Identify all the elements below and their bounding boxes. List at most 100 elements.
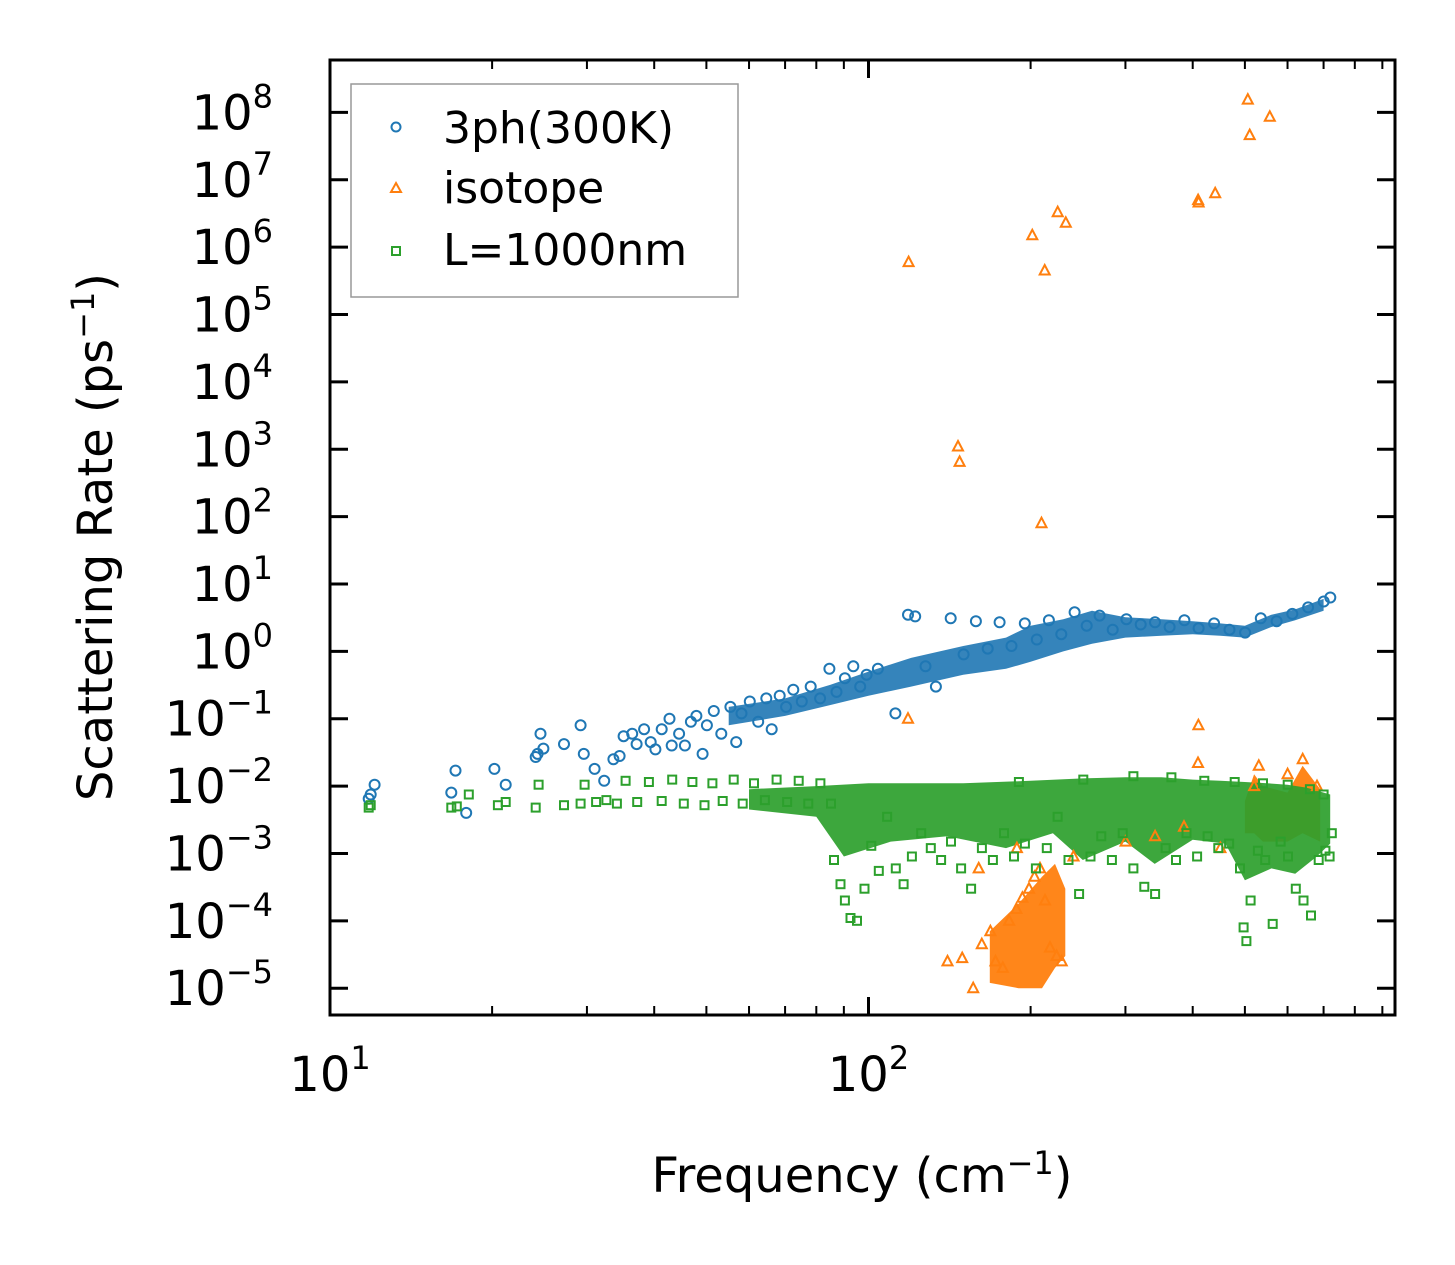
3ph-point-31 <box>690 709 703 722</box>
x-tick-base-0: 10 <box>289 1047 350 1103</box>
y-tick-exp-4: 4 <box>253 347 273 385</box>
y-tick-exp-10: −2 <box>226 751 273 789</box>
isotope-point-11 <box>1241 91 1255 105</box>
y-tick-label-7: 101 <box>192 549 273 613</box>
3ph-point-77 <box>1149 616 1161 629</box>
boundary-point-39 <box>852 915 862 926</box>
3ph-point-14 <box>577 747 590 760</box>
3ph-point-18 <box>613 750 626 762</box>
boundary-point-85 <box>1283 851 1293 862</box>
3ph-point-50 <box>830 685 843 698</box>
boundary-point-102 <box>1318 789 1329 800</box>
3ph-point-15 <box>588 762 601 775</box>
boundary-point-69 <box>1150 889 1161 899</box>
3ph-point-76 <box>1134 618 1147 631</box>
y-tick-base-2: 10 <box>192 220 253 276</box>
boundary-point-62 <box>1074 889 1085 899</box>
dense-point-clouds <box>728 598 1331 989</box>
3ph-point-7 <box>499 778 512 791</box>
3ph-point-16 <box>598 774 611 787</box>
y-tick-label-0: 108 <box>192 77 273 141</box>
isotope-point-24 <box>1002 913 1016 926</box>
boundary-point-25 <box>728 774 739 785</box>
3ph-point-80 <box>1192 622 1205 635</box>
axis-ticks: 10810710610510410310210110010−110−210−31… <box>165 60 1395 1103</box>
boundary-point-16 <box>632 797 643 807</box>
3ph-point-42 <box>765 723 778 736</box>
boundary-point-4 <box>463 789 474 800</box>
legend-frame <box>350 83 739 298</box>
3ph-point-17 <box>607 753 620 766</box>
boundary-point-26 <box>737 798 748 809</box>
3ph-point-67 <box>1018 617 1031 630</box>
y-tick-exp-12: −4 <box>226 886 273 924</box>
3ph-point-53 <box>854 680 867 693</box>
isotope-point-28 <box>1027 869 1042 882</box>
data-points <box>362 91 1337 994</box>
legend-marker-3ph <box>390 121 402 133</box>
y-tick-label-12: 10−4 <box>165 886 273 950</box>
boundary-point-8 <box>533 779 544 790</box>
y-tick-base-12: 10 <box>165 894 226 950</box>
y-tick-label-13: 10−5 <box>165 953 273 1017</box>
3ph-point-13 <box>574 719 587 732</box>
3ph-point-29 <box>678 739 691 752</box>
boundary-point-38 <box>845 913 856 923</box>
boundary-point-17 <box>643 777 654 787</box>
isotope-point-32 <box>1049 948 1064 961</box>
3ph-point-78 <box>1163 621 1176 633</box>
boundary-point-63 <box>1085 851 1096 862</box>
boundary-point-93 <box>1013 777 1024 787</box>
boundary-point-70 <box>1160 843 1171 854</box>
boundary-point-49 <box>936 855 947 865</box>
boundary-point-65 <box>1106 855 1117 865</box>
3ph-point-3 <box>445 786 458 799</box>
isotope-point-16 <box>1191 755 1205 768</box>
boundary-point-37 <box>839 895 850 906</box>
boundary-point-19 <box>667 774 678 785</box>
3ph-point-59 <box>919 660 932 673</box>
boundary-point-59 <box>1041 843 1052 854</box>
isotope-point-19 <box>966 980 980 994</box>
3ph-point-81 <box>1208 617 1221 630</box>
y-tick-label-5: 103 <box>192 414 273 478</box>
3ph-point-5 <box>460 806 473 819</box>
isotope-point-3 <box>1025 227 1039 241</box>
isotope-point-5 <box>1034 515 1049 529</box>
y-tick-base-7: 10 <box>192 557 253 613</box>
boundary-point-32 <box>803 798 814 809</box>
legend-label-3ph: 3ph(300K) <box>443 103 674 154</box>
y-tick-label-10: 10−2 <box>165 751 273 815</box>
boundary-point-30 <box>782 797 793 807</box>
legend-marker-isotope <box>389 180 403 193</box>
boundary-point-10 <box>575 798 586 809</box>
3ph-point-1 <box>364 788 377 801</box>
boundary-point-64 <box>1096 831 1107 842</box>
isotope-point-17 <box>940 953 955 967</box>
boundary-point-91 <box>1324 851 1335 862</box>
3ph-point-35 <box>715 727 728 740</box>
boundary-point-58 <box>1030 863 1041 874</box>
3ph-point-54 <box>860 668 873 681</box>
isotope-point-44 <box>1296 751 1310 765</box>
3ph-point-57 <box>902 608 914 621</box>
x-tick-base-1: 10 <box>828 1047 889 1103</box>
y-tick-exp-5: 3 <box>253 414 273 452</box>
boundary-point-78 <box>1238 922 1249 933</box>
3ph-point-25 <box>655 723 668 736</box>
boundary-point-20 <box>678 798 689 809</box>
isotope-point-9 <box>1191 194 1206 208</box>
3ph-point-84 <box>1254 612 1267 625</box>
3ph-point-45 <box>787 683 800 696</box>
boundary-point-1 <box>365 800 376 811</box>
boundary-point-84 <box>1275 836 1286 847</box>
boundary-point-0 <box>363 802 374 813</box>
isotope-point-14 <box>901 711 915 724</box>
3ph-point-73 <box>1093 609 1106 622</box>
boundary-point-55 <box>999 828 1009 839</box>
boundary-point-50 <box>946 836 956 847</box>
isotope-point-10 <box>1208 185 1222 199</box>
boundary-point-81 <box>1252 845 1263 856</box>
3ph-point-71 <box>1068 606 1081 619</box>
boundary-point-41 <box>866 840 877 851</box>
